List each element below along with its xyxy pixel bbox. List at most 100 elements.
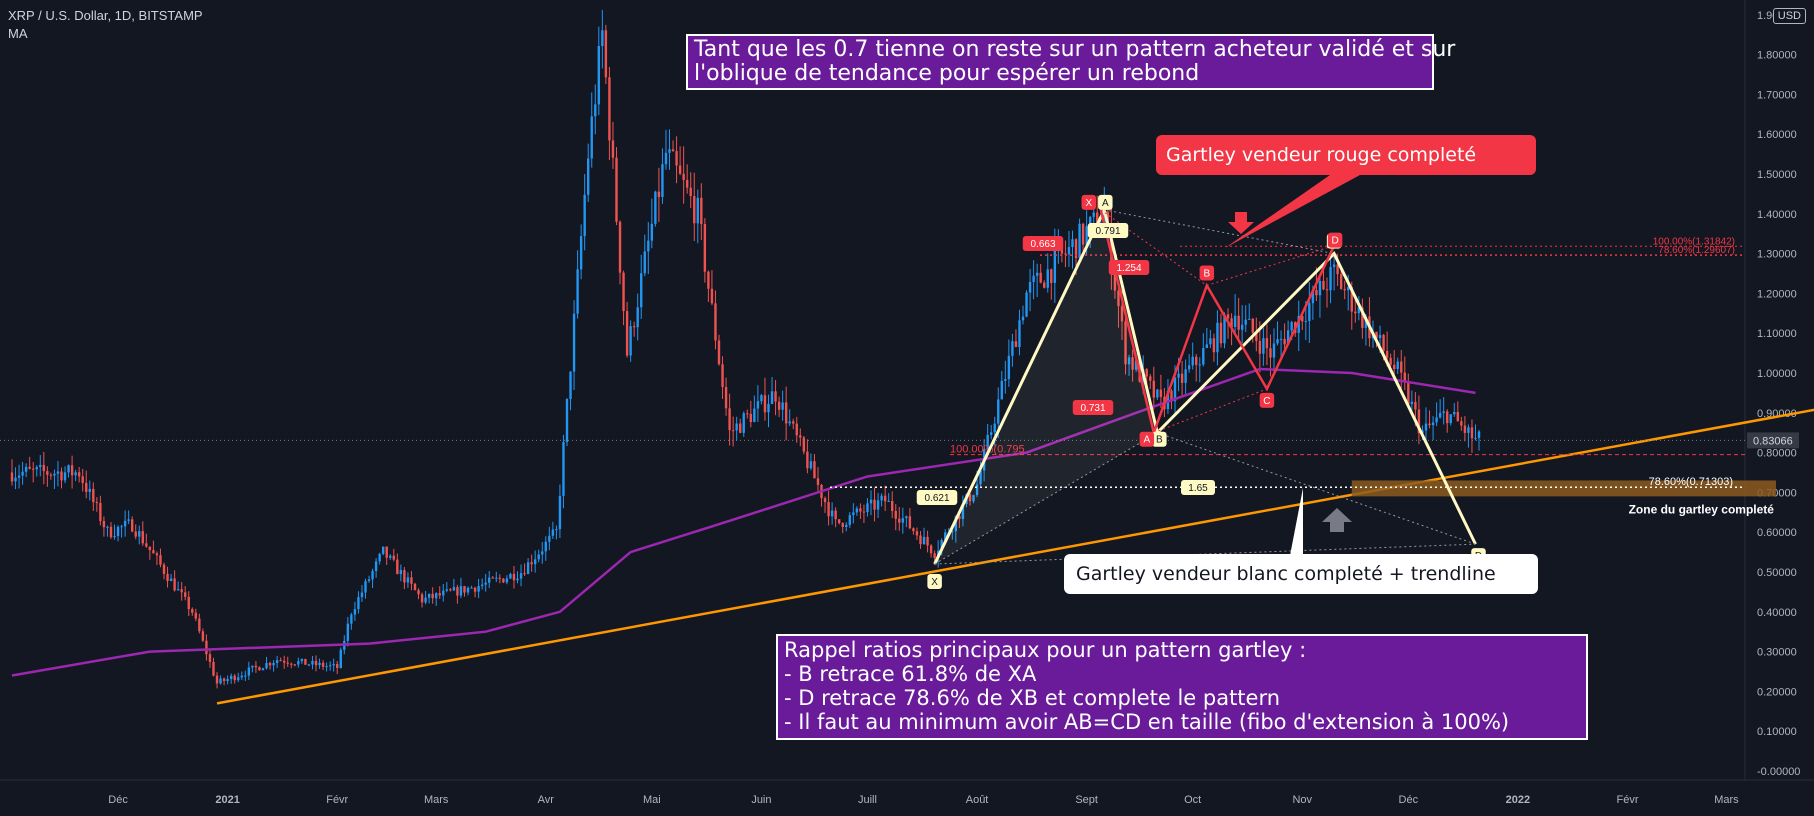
candle-body [53, 473, 56, 476]
candle-body [919, 535, 922, 545]
candle-body [735, 423, 738, 431]
candle-body [876, 500, 880, 510]
candle-body [1311, 290, 1315, 304]
ratio-0-791: 0.791 [1087, 223, 1129, 238]
candle-body [958, 515, 961, 520]
red-point-x-text: X [1085, 198, 1092, 209]
candle-body [1378, 334, 1382, 339]
candle-body [541, 551, 544, 555]
red-point-x: X [1081, 194, 1097, 210]
candle-body [975, 484, 979, 496]
candle-body [668, 149, 671, 153]
candle-body [632, 326, 636, 328]
candle-body [601, 30, 604, 46]
candle-body [1103, 211, 1106, 225]
candle-body [251, 665, 254, 668]
candle-body [537, 554, 540, 560]
y-tick-label: 1.40000 [1757, 209, 1797, 221]
candle-body [1400, 361, 1403, 373]
candle-body [664, 152, 668, 165]
candle-body [1385, 350, 1389, 358]
candle-body [611, 140, 615, 158]
candle-body [1173, 377, 1177, 402]
candle-body [548, 535, 551, 542]
candle-body [873, 499, 876, 510]
currency-badge[interactable]: USD [1772, 8, 1806, 24]
candle-body [1308, 303, 1311, 322]
candle-body [1064, 253, 1067, 255]
candle-body [1067, 247, 1071, 255]
candle-body [1007, 355, 1011, 379]
candle-body [1438, 413, 1442, 418]
candle-body [523, 573, 526, 575]
candle-body [622, 272, 625, 312]
candle-body [1046, 269, 1049, 288]
candle-body [1407, 382, 1410, 405]
candle-body [661, 164, 664, 197]
candle-body [304, 658, 307, 665]
candle-body [357, 597, 360, 610]
x-tick-label: Nov [1292, 794, 1312, 806]
candle-body [1339, 274, 1343, 289]
candle-body [123, 520, 127, 527]
candle-body [509, 573, 512, 579]
candle-body [954, 515, 958, 532]
candle-body [1442, 411, 1445, 414]
candle-body [625, 311, 629, 356]
candle-body [1460, 421, 1463, 426]
candle-body [1166, 390, 1170, 410]
candle-body [763, 395, 767, 413]
candle-body [618, 221, 622, 273]
indicator-label[interactable]: MA [8, 26, 28, 41]
candle-body [1230, 318, 1233, 327]
candle-body [371, 570, 374, 580]
white-gartley-callout: Gartley vendeur blanc completé + trendli… [1064, 554, 1538, 594]
candle-body [85, 482, 88, 492]
candle-body [887, 500, 890, 502]
y-tick-label: 0.10000 [1757, 726, 1797, 738]
x-tick-label: Mai [643, 794, 661, 806]
red-point-a-text: A [1143, 435, 1150, 446]
y-tick-label: 1.10000 [1757, 328, 1797, 340]
grey-up-arrow [1322, 508, 1352, 532]
ratios-note: Rappel ratios principaux pour un pattern… [776, 634, 1588, 740]
candle-body [1202, 348, 1205, 365]
candle-body [555, 529, 558, 531]
candle-body [880, 495, 883, 501]
candle-body [795, 423, 798, 436]
candle-body [1198, 364, 1201, 366]
candle-body [1233, 315, 1237, 327]
candle-body [1145, 369, 1148, 377]
candle-body [576, 269, 579, 314]
candle-body [845, 524, 848, 527]
candle-body [572, 313, 576, 372]
candle-body [1417, 409, 1421, 434]
candle-body [1088, 216, 1092, 227]
white-point-x: X [927, 574, 942, 590]
candle-body [336, 663, 339, 669]
candle-body [1131, 357, 1134, 370]
y-tick-label: 1.50000 [1757, 169, 1797, 181]
candle-body [1004, 378, 1007, 381]
candle-body [1382, 334, 1385, 351]
candle-body [678, 165, 682, 174]
candle-body [39, 464, 42, 467]
red-point-x-bg [1081, 194, 1097, 210]
candle-body [28, 466, 31, 469]
candle-body [449, 589, 452, 591]
y-tick-label: 1.80000 [1757, 50, 1797, 62]
candle-body [314, 660, 318, 666]
candle-body [837, 519, 841, 524]
candle-body [484, 582, 487, 585]
candle-body [792, 421, 795, 424]
candle-body [827, 502, 830, 517]
y-tick-label: 1.60000 [1757, 129, 1797, 141]
candle-body [350, 614, 353, 624]
candle-body [325, 666, 328, 668]
candle-body [364, 581, 367, 593]
white-xab-fill [934, 209, 1158, 565]
white-point-b-text: B [1156, 435, 1163, 446]
candle-body [997, 399, 1000, 424]
candle-body [226, 679, 229, 682]
candle-body [24, 466, 28, 472]
